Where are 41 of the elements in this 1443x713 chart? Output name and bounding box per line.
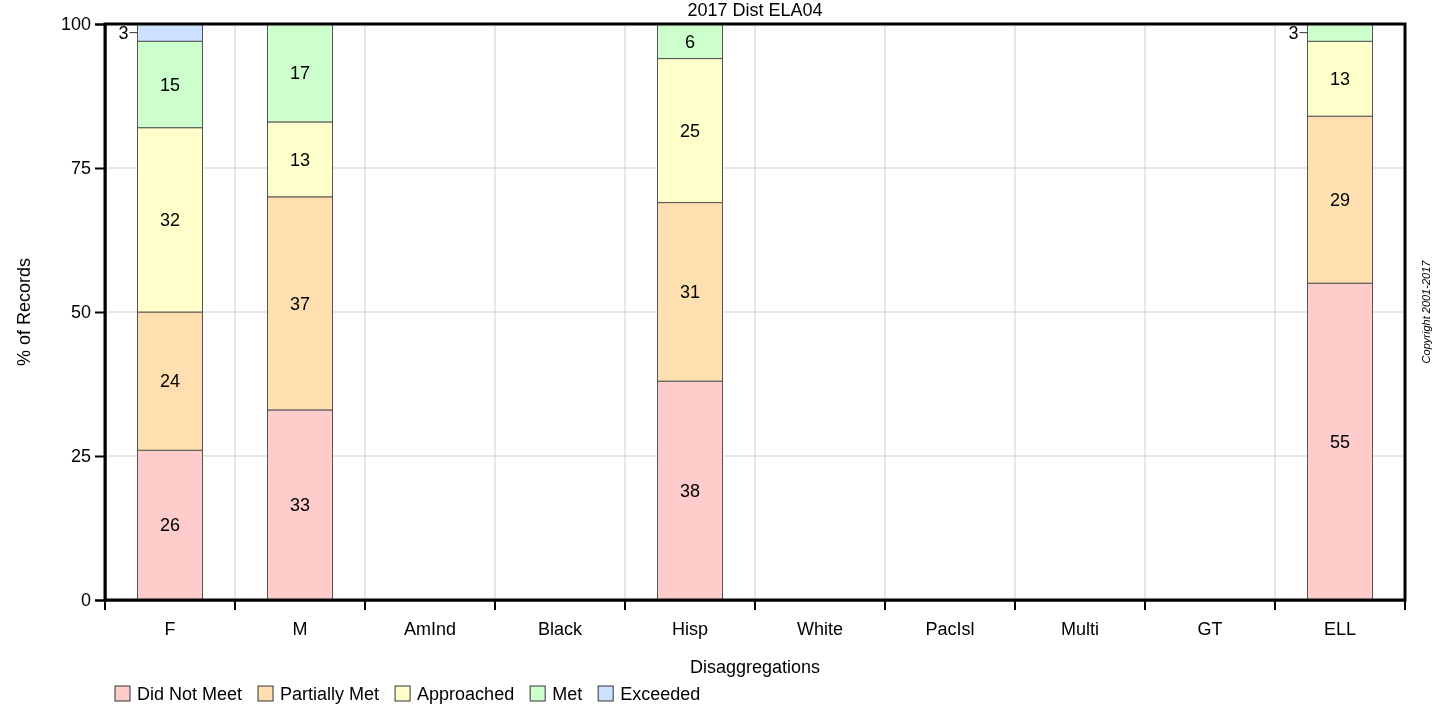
data-label: 31 bbox=[679, 282, 701, 303]
data-label: 26 bbox=[159, 515, 181, 536]
legend-label: Approached bbox=[417, 684, 515, 704]
x-axis-title: Disaggregations bbox=[689, 657, 821, 677]
data-label: 32 bbox=[159, 210, 181, 231]
data-label: 3 bbox=[1288, 22, 1299, 43]
legend-label: Met bbox=[552, 684, 583, 704]
y-tick-label: 75 bbox=[70, 158, 91, 179]
y-axis-title: % of Records bbox=[14, 257, 34, 367]
x-tick-label: AmInd bbox=[403, 618, 457, 639]
data-label: 38 bbox=[679, 480, 701, 501]
x-tick-label: M bbox=[292, 618, 308, 639]
y-tick-label: 25 bbox=[70, 446, 91, 467]
x-tick-label: PacIsl bbox=[925, 618, 975, 639]
data-label: 25 bbox=[679, 120, 701, 141]
x-tick-label: Multi bbox=[1060, 618, 1100, 639]
x-tick-label: F bbox=[164, 618, 176, 639]
chart-title: 2017 Dist ELA04 bbox=[687, 0, 823, 20]
data-label: 24 bbox=[159, 371, 181, 392]
y-tick-label: 50 bbox=[70, 302, 91, 323]
data-label: 17 bbox=[289, 63, 311, 84]
y-tick-label: 0 bbox=[80, 590, 91, 611]
data-label: 37 bbox=[289, 293, 311, 314]
x-tick-label: Black bbox=[537, 618, 584, 639]
data-label: 13 bbox=[289, 149, 311, 170]
legend-label: Partially Met bbox=[280, 684, 380, 704]
data-label: 33 bbox=[289, 495, 311, 516]
x-tick-label: Hisp bbox=[671, 618, 709, 639]
data-label: 55 bbox=[1329, 431, 1351, 452]
x-tick-label: ELL bbox=[1323, 618, 1357, 639]
data-label: 13 bbox=[1329, 69, 1351, 90]
legend-label: Did Not Meet bbox=[137, 684, 243, 704]
data-label: 15 bbox=[159, 74, 181, 95]
y-tick-label: 100 bbox=[60, 14, 91, 35]
data-label: 3 bbox=[118, 22, 129, 43]
x-tick-label: GT bbox=[1197, 618, 1223, 639]
data-label: 29 bbox=[1329, 189, 1351, 210]
legend-label: Exceeded bbox=[620, 684, 701, 704]
x-tick-label: White bbox=[796, 618, 844, 639]
text: Copyright 2001-2017 bbox=[1420, 259, 1432, 364]
data-label: 6 bbox=[684, 31, 696, 52]
